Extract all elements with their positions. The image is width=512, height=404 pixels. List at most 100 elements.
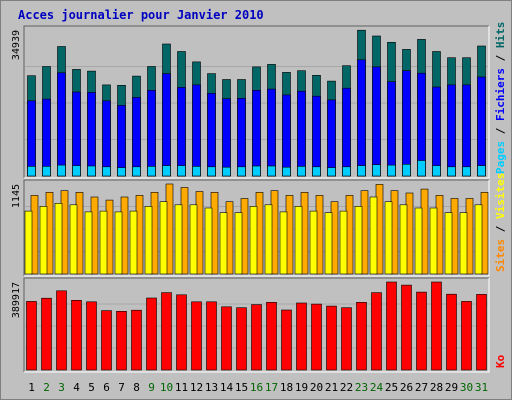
bottom-bar-ko-day-15 bbox=[236, 307, 247, 371]
top-bar-pages-day-18 bbox=[282, 166, 291, 177]
top-bar-fichiers-day-1 bbox=[27, 100, 36, 177]
top-bar-fichiers-day-7 bbox=[117, 105, 126, 177]
middle-axis-label-part-2: / bbox=[494, 219, 507, 239]
middle-bar-sites-day-20 bbox=[309, 210, 318, 275]
top-bar-pages-day-21 bbox=[327, 167, 336, 177]
top-bar-fichiers-day-13 bbox=[207, 93, 216, 177]
bottom-bar-ko-day-20 bbox=[311, 303, 322, 371]
bottom-bar-ko-day-27 bbox=[416, 291, 427, 371]
top-bar-pages-day-20 bbox=[312, 166, 321, 177]
middle-bar-sites-day-21 bbox=[324, 212, 333, 275]
middle-bar-sites-day-11 bbox=[174, 204, 183, 275]
top-axis-label-part-3: Fichiers bbox=[494, 68, 507, 121]
top-bar-pages-day-19 bbox=[297, 166, 306, 177]
top-max-label: 34939 bbox=[11, 30, 22, 60]
day-label-3: 3 bbox=[58, 381, 65, 394]
bottom-bar-ko-day-28 bbox=[431, 281, 442, 371]
bottom-bar-ko-day-23 bbox=[356, 301, 367, 371]
day-label-10: 10 bbox=[160, 381, 173, 394]
day-label-7: 7 bbox=[118, 381, 125, 394]
bottom-bar-ko-day-13 bbox=[206, 301, 217, 371]
top-bar-fichiers-day-14 bbox=[222, 98, 231, 177]
top-bar-fichiers-day-21 bbox=[327, 99, 336, 177]
middle-bar-sites-day-31 bbox=[474, 204, 483, 275]
day-label-25: 25 bbox=[385, 381, 398, 394]
middle-bar-sites-day-5 bbox=[84, 211, 93, 275]
top-bar-fichiers-day-24 bbox=[372, 66, 381, 177]
day-label-8: 8 bbox=[133, 381, 140, 394]
middle-bar-sites-day-25 bbox=[384, 201, 393, 275]
bottom-bar-ko-day-25 bbox=[386, 281, 397, 371]
top-axis-label-part-4: / bbox=[494, 48, 507, 68]
top-bar-fichiers-day-22 bbox=[342, 87, 351, 177]
day-label-13: 13 bbox=[205, 381, 218, 394]
middle-bar-sites-day-19 bbox=[294, 206, 303, 275]
day-label-22: 22 bbox=[340, 381, 353, 394]
top-bar-fichiers-day-2 bbox=[42, 98, 51, 177]
middle-bar-sites-day-23 bbox=[354, 206, 363, 275]
top-bar-pages-day-24 bbox=[372, 164, 381, 177]
middle-bar-sites-day-29 bbox=[444, 212, 453, 275]
bottom-bar-ko-day-30 bbox=[461, 301, 472, 371]
bottom-bar-ko-day-19 bbox=[296, 302, 307, 371]
bottom-bar-ko-day-22 bbox=[341, 307, 352, 371]
top-axis-label-part-2: / bbox=[494, 121, 507, 141]
bottom-bar-ko-day-6 bbox=[101, 310, 112, 371]
top-bar-pages-day-2 bbox=[42, 166, 51, 177]
top-bar-fichiers-day-17 bbox=[267, 88, 276, 177]
day-label-31: 31 bbox=[475, 381, 488, 394]
middle-panel: 1145 Sites / Visites bbox=[11, 173, 507, 277]
top-bar-pages-day-27 bbox=[417, 160, 426, 177]
top-bar-pages-day-5 bbox=[87, 165, 96, 177]
top-bar-pages-day-26 bbox=[402, 164, 411, 177]
day-label-14: 14 bbox=[220, 381, 234, 394]
bottom-bar-ko-day-4 bbox=[71, 299, 82, 371]
top-bar-pages-day-25 bbox=[387, 164, 396, 177]
bottom-axis-label-part-1: Ko bbox=[494, 354, 507, 368]
middle-bar-sites-day-1 bbox=[24, 210, 33, 275]
top-bar-pages-day-10 bbox=[162, 165, 171, 177]
middle-bar-sites-day-28 bbox=[429, 207, 438, 275]
bottom-bar-ko-day-17 bbox=[266, 301, 277, 371]
top-bar-pages-day-6 bbox=[102, 166, 111, 177]
top-bar-fichiers-day-4 bbox=[72, 91, 81, 177]
day-label-4: 4 bbox=[73, 381, 80, 394]
top-bar-pages-day-8 bbox=[132, 166, 141, 177]
day-label-2: 2 bbox=[43, 381, 50, 394]
day-label-16: 16 bbox=[250, 381, 263, 394]
top-bar-fichiers-day-18 bbox=[282, 94, 291, 177]
bottom-bar-ko-day-2 bbox=[41, 297, 52, 371]
bottom-bar-ko-day-21 bbox=[326, 305, 337, 371]
top-bar-pages-day-28 bbox=[432, 165, 441, 177]
middle-bar-sites-day-13 bbox=[204, 207, 213, 275]
top-bar-pages-day-31 bbox=[477, 165, 486, 177]
middle-bar-sites-day-10 bbox=[159, 201, 168, 275]
top-bar-pages-day-14 bbox=[222, 166, 231, 177]
top-bar-fichiers-day-28 bbox=[432, 86, 441, 177]
day-label-9: 9 bbox=[148, 381, 155, 394]
day-label-1: 1 bbox=[28, 381, 35, 394]
day-label-23: 23 bbox=[355, 381, 368, 394]
bottom-bar-ko-day-16 bbox=[251, 304, 262, 371]
day-label-28: 28 bbox=[430, 381, 443, 394]
middle-axis-label: Sites / Visites bbox=[494, 173, 507, 272]
middle-bar-sites-day-24 bbox=[369, 196, 378, 275]
top-bar-fichiers-day-20 bbox=[312, 95, 321, 177]
top-bar-pages-day-15 bbox=[237, 166, 246, 177]
middle-bar-sites-day-2 bbox=[39, 206, 48, 275]
top-axis-label: Pages / Fichiers / Hits bbox=[494, 22, 507, 174]
bottom-bar-ko-day-3 bbox=[56, 290, 67, 371]
day-label-29: 29 bbox=[445, 381, 458, 394]
day-label-12: 12 bbox=[190, 381, 203, 394]
middle-bar-sites-day-7 bbox=[114, 211, 123, 275]
middle-max-label: 1145 bbox=[11, 184, 22, 208]
bottom-bar-ko-day-1 bbox=[26, 301, 37, 371]
middle-axis-label-part-3: Visites bbox=[494, 173, 507, 219]
bottom-panel-border-light bbox=[24, 278, 490, 373]
chart-title: Acces journalier pour Janvier 2010 bbox=[18, 8, 264, 22]
bottom-bar-ko-day-12 bbox=[191, 301, 202, 371]
top-bar-fichiers-day-25 bbox=[387, 81, 396, 177]
bottom-panel: 389917 Ko bbox=[11, 277, 507, 373]
